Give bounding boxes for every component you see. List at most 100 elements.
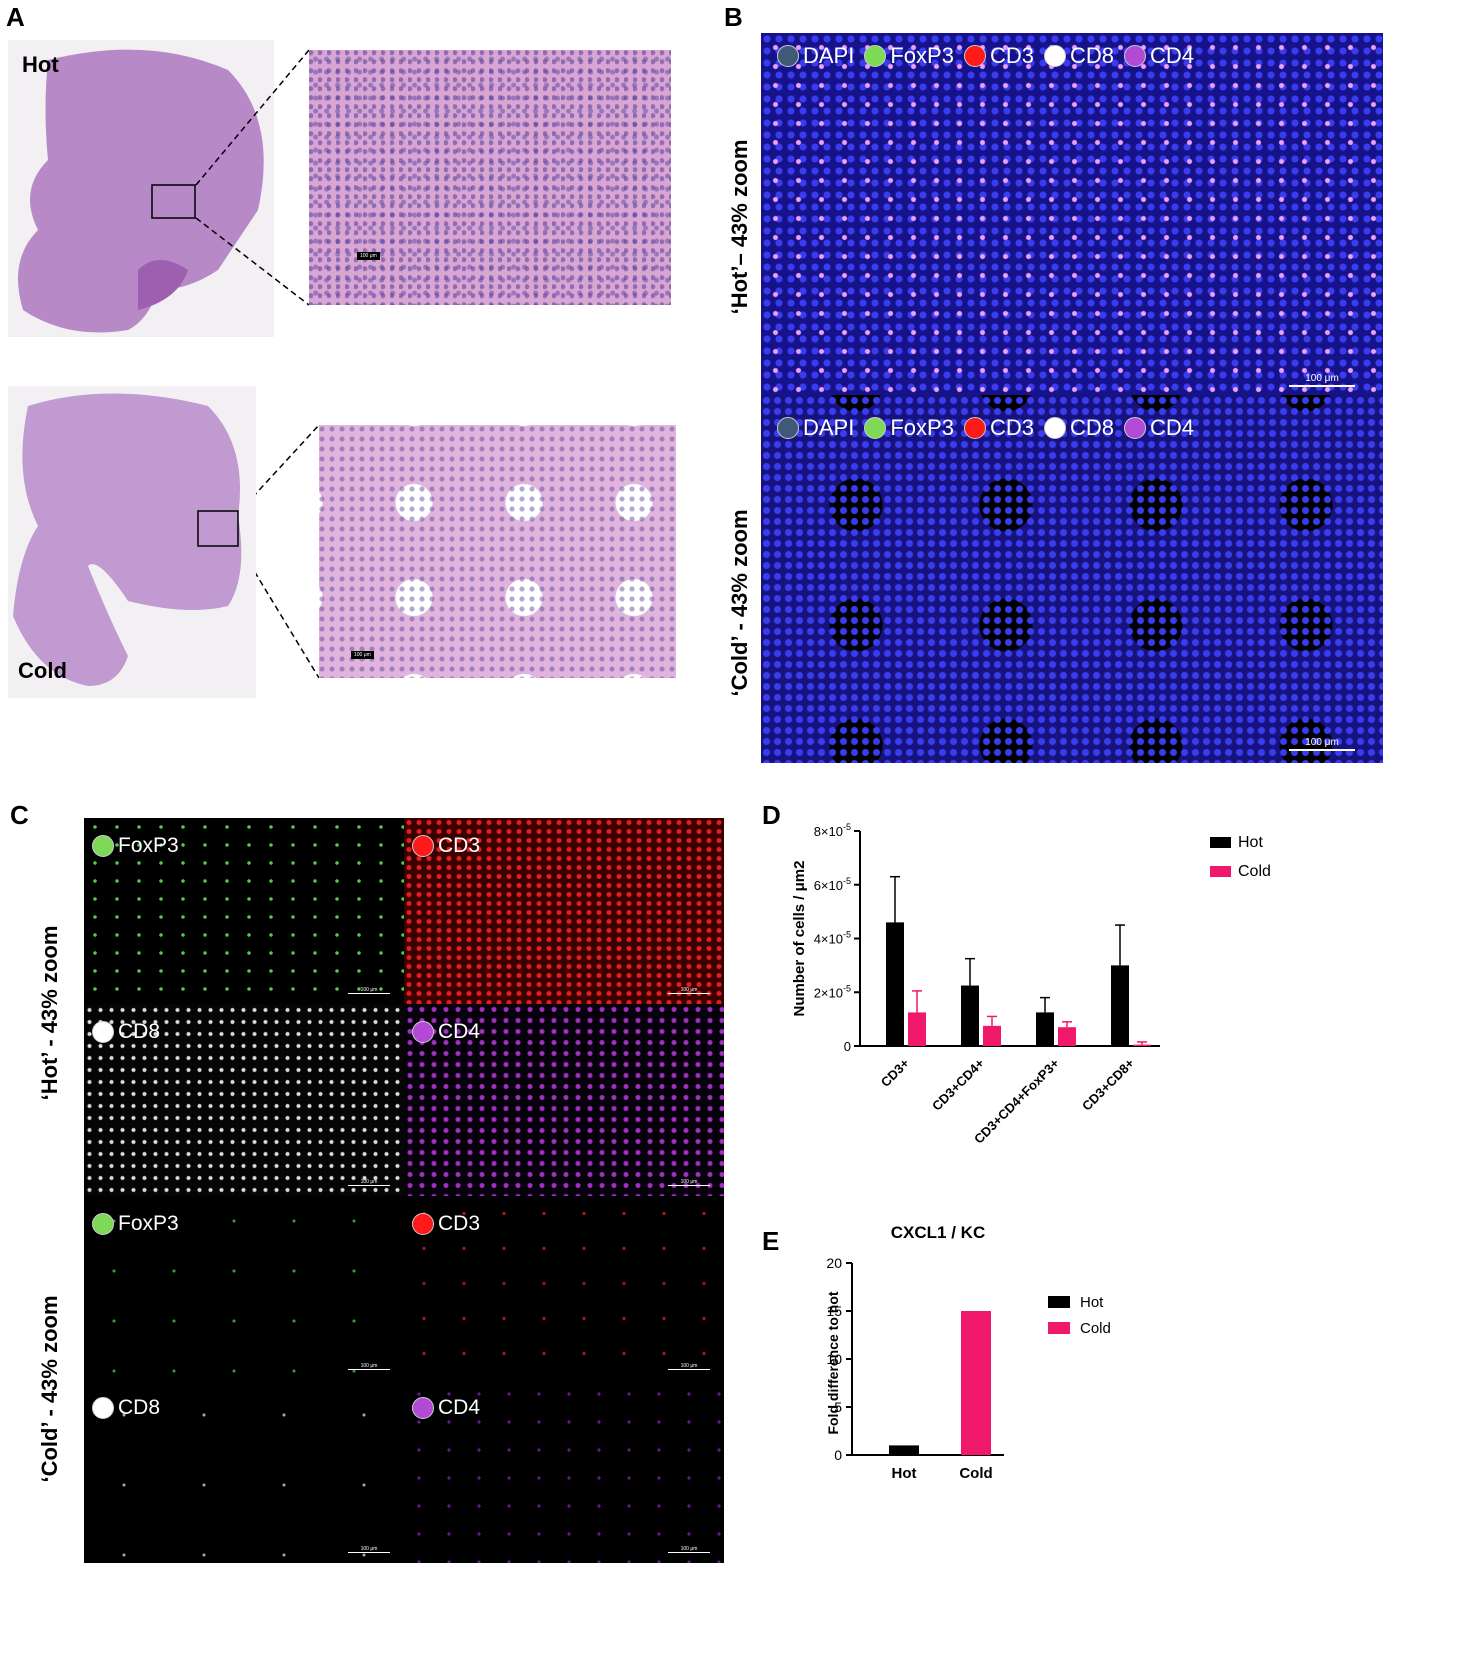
cd4-dot-icon xyxy=(1123,45,1146,67)
bar-cold xyxy=(1133,1044,1151,1046)
scalebar-cold: 100 μm xyxy=(1289,737,1355,751)
legend-swatch-cold xyxy=(1210,866,1231,877)
c-hot-cd8: CD8 100 μm xyxy=(84,1004,404,1196)
c-scalebar: 100 μm xyxy=(348,987,390,994)
legend-swatch-hot xyxy=(1048,1296,1070,1308)
cd3-dot-icon xyxy=(412,835,434,857)
c-hot-cd8-label: CD8 xyxy=(118,1020,161,1043)
c-cold-cd8: CD8 100 μm xyxy=(84,1380,404,1563)
cd3-dot-icon xyxy=(963,417,986,439)
c-cold-cd3: CD3 100 μm xyxy=(404,1196,724,1380)
c-cold-foxp3-label: FoxP3 xyxy=(118,1212,179,1235)
he-slide-hot: Hot xyxy=(8,40,274,337)
legend-item-cd3: CD3 xyxy=(963,415,1034,441)
cd3-dot-icon xyxy=(412,1213,434,1235)
c-scalebar: 100 μm xyxy=(348,1546,390,1553)
cd8-dot-icon xyxy=(1043,45,1066,67)
cd4-dot-icon xyxy=(412,1021,434,1043)
legend-item-dapi: DAPI xyxy=(777,415,854,441)
bar-hot xyxy=(1036,1012,1054,1046)
c-cold-cd4: CD4 100 μm xyxy=(404,1380,724,1563)
legend-item-cd8: CD8 xyxy=(1043,43,1114,69)
legend-swatch-cold xyxy=(1048,1322,1070,1334)
fluor-image-cold: DAPI FoxP3 CD3 CD8 CD4 100 μm xyxy=(761,395,1383,763)
bar-cold xyxy=(961,1311,991,1455)
y-tick-label: 2×10-5 xyxy=(814,983,851,1000)
legend-hot: DAPI FoxP3 CD3 CD8 CD4 xyxy=(777,43,1200,69)
y-axis-label: Fold difference to hot xyxy=(825,1291,841,1434)
y-tick-label: 20 xyxy=(826,1255,842,1271)
tissue-section-cold xyxy=(13,393,242,686)
legend-label-cold: Cold xyxy=(1080,1320,1111,1337)
fluor-image-hot: DAPI FoxP3 CD3 CD8 CD4 100 μm xyxy=(761,33,1383,395)
scalebar-cold-label: 100 μm xyxy=(1305,737,1339,748)
x-tick-label: CD3+CD4+FoxP3+ xyxy=(971,1055,1062,1146)
cold-label: Cold xyxy=(18,658,67,683)
chart-e: CXCL1 / KC 0 5 10 15 20 Fold difference to hot… xyxy=(825,1223,1111,1482)
he-scalebar-hot: 100 μm xyxy=(357,252,380,260)
y-tick-label: 0 xyxy=(844,1039,851,1054)
dapi-dot-icon xyxy=(777,45,799,67)
y-tick-label: 0 xyxy=(834,1447,842,1463)
c-scalebar: 100 μm xyxy=(668,1363,710,1370)
c-cold-foxp3: FoxP3 100 μm xyxy=(84,1196,404,1380)
tissue-section-hot xyxy=(18,49,264,333)
legend-swatch-hot xyxy=(1210,837,1231,848)
dapi-dot-icon xyxy=(777,417,799,439)
y-tick-label: 15 xyxy=(826,1303,842,1319)
hot-label: Hot xyxy=(22,52,59,77)
panel-b-hot-side-label: ‘Hot’– 43% zoom xyxy=(727,139,752,315)
foxp3-dot-icon xyxy=(92,1213,114,1235)
legend-item-cd8: CD8 xyxy=(1043,415,1114,441)
bar-cold xyxy=(908,1012,926,1046)
legend-label-hot: Hot xyxy=(1238,834,1263,851)
c-hot-cd3-label: CD3 xyxy=(438,834,481,857)
c-cold-cd3-label: CD3 xyxy=(438,1212,481,1235)
x-tick-label: CD3+ xyxy=(878,1055,913,1090)
cd8-dot-icon xyxy=(1043,417,1066,439)
c-hot-foxp3: FoxP3 100 μm xyxy=(84,818,404,1004)
foxp3-dot-icon xyxy=(864,417,887,439)
x-tick-label: Hot xyxy=(892,1465,917,1482)
bar-cold xyxy=(1058,1027,1076,1046)
c-cold-cd8-label: CD8 xyxy=(118,1396,161,1419)
foxp3-dot-icon xyxy=(864,45,887,67)
c-hot-cd3: CD3 100 μm xyxy=(404,818,724,1004)
bar-hot xyxy=(1111,965,1129,1046)
legend-cold: DAPI FoxP3 CD3 CD8 CD4 xyxy=(777,415,1200,441)
c-scalebar: 100 μm xyxy=(668,987,710,994)
cd4-dot-icon xyxy=(412,1397,434,1419)
panel-c-cold-side-label: ‘Cold’ - 43% zoom xyxy=(37,1295,62,1483)
panel-letter-c: C xyxy=(10,800,29,830)
scalebar-hot-label: 100 μm xyxy=(1305,373,1339,384)
x-tick-label: CD3+CD8+ xyxy=(1079,1055,1137,1113)
bar-hot xyxy=(961,985,979,1046)
legend-item-cd4: CD4 xyxy=(1123,43,1194,69)
x-tick-label: Cold xyxy=(959,1465,992,1482)
c-scalebar: 100 μm xyxy=(348,1363,390,1370)
c-scalebar: 100 μm xyxy=(348,1179,390,1186)
y-tick-label: 6×10-5 xyxy=(814,876,851,893)
panel-letter-b: B xyxy=(724,2,743,32)
legend-item-cd4: CD4 xyxy=(1123,415,1194,441)
chart-title: CXCL1 / KC xyxy=(891,1223,985,1242)
legend-item-dapi: DAPI xyxy=(777,43,854,69)
bar-hot xyxy=(886,922,904,1046)
y-tick-label: 4×10-5 xyxy=(814,930,851,947)
bar-cold xyxy=(983,1025,1001,1046)
c-cold-cd4-label: CD4 xyxy=(438,1396,481,1419)
cd4-dot-icon xyxy=(1123,417,1146,439)
scalebar-hot: 100 μm xyxy=(1289,373,1355,387)
cd8-dot-icon xyxy=(92,1397,114,1419)
x-tick-label: CD3+CD4+ xyxy=(929,1055,987,1113)
panel-letter-e: E xyxy=(762,1226,780,1256)
panel-b-cold-side-label: ‘Cold’ - 43% zoom xyxy=(727,509,752,697)
y-tick-label: 10 xyxy=(826,1351,842,1367)
panel-letter-d: D xyxy=(762,800,781,830)
he-zoom-cold: 100 μm xyxy=(319,425,676,678)
bar-hot xyxy=(889,1445,919,1455)
y-tick-label: 8×10-5 xyxy=(814,822,851,839)
cd8-dot-icon xyxy=(92,1021,114,1043)
chart-d: 0 2×10-5 4×10-5 6×10-5 8×10-5 Number of cells… xyxy=(791,822,1271,1147)
panel-letter-a: A xyxy=(6,2,25,32)
